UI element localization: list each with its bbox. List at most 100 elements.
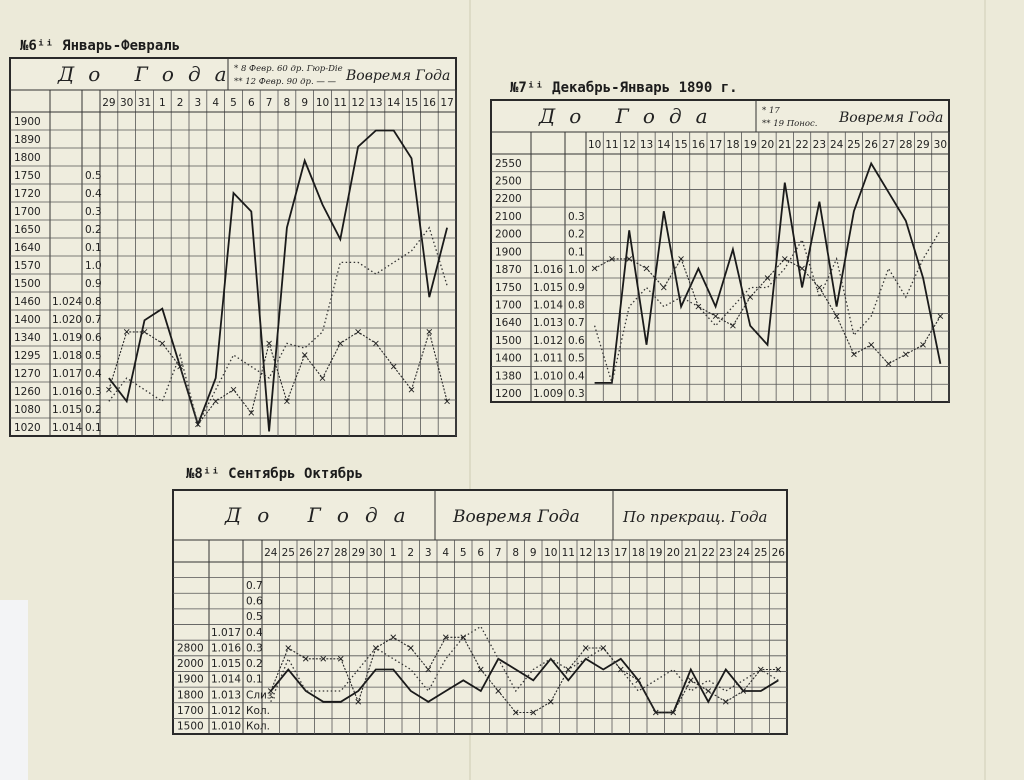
row-label-left: 1640 [495, 317, 522, 329]
cross-point [799, 265, 805, 272]
cross-point [123, 329, 130, 335]
x-tick-label: 10 [588, 139, 601, 151]
row-label-mid: 1.010 [211, 721, 241, 733]
cross-point [337, 655, 344, 662]
x-tick-label: 16 [692, 139, 706, 151]
row-label-left: 1570 [14, 260, 41, 272]
row-label-mid: 1.013 [533, 317, 563, 329]
x-tick-label: 3 [195, 97, 202, 109]
chart-7: №7ⁱⁱ Декабрь-Январь 1890 г. До Года * 17 **… [490, 80, 950, 403]
chart-title: №6ⁱⁱ Январь-Февраль [20, 38, 180, 54]
row-label-mid: 1.012 [211, 705, 241, 717]
cross-point [408, 386, 415, 393]
cross-point [284, 398, 290, 405]
header-left: До Года [538, 104, 722, 128]
row-label-mid: 1.018 [52, 350, 82, 362]
cross-point [337, 340, 344, 347]
row-label-right: 0.1 [246, 674, 263, 686]
row-label-right: 0.4 [246, 627, 263, 639]
cross-point [141, 329, 148, 335]
row-label-mid: 1.017 [52, 368, 82, 380]
row-label-right: 0.6 [85, 332, 102, 344]
cross-point [660, 284, 667, 291]
x-tick-label: 15 [405, 97, 418, 109]
row-label-right: 0.1 [85, 422, 102, 434]
chart-title: №8ⁱⁱ Сентябрь Октябрь [186, 466, 363, 482]
cross-point [775, 666, 782, 673]
x-tick-label: 14 [657, 139, 671, 151]
x-tick-label: 29 [916, 139, 929, 151]
x-tick-label: 9 [301, 97, 308, 109]
x-tick-label: 12 [579, 547, 592, 559]
x-tick-label: 11 [605, 139, 618, 151]
cross-point [302, 655, 309, 662]
chart-8: №8ⁱⁱ Сентябрь Октябрь До Года Вовремя Года… [172, 466, 788, 735]
x-tick-label: 21 [778, 139, 791, 151]
row-label-right: 0.7 [85, 314, 102, 326]
cross-point [670, 709, 677, 716]
x-tick-label: 27 [317, 547, 330, 559]
row-label-right: 0.3 [85, 206, 102, 218]
cross-point [106, 386, 112, 393]
row-label-mid: 1.012 [533, 335, 563, 347]
row-label-right: 0.5 [246, 611, 263, 623]
x-tick-label: 7 [495, 547, 502, 559]
cross-point [617, 666, 624, 673]
row-label-left: 1380 [495, 370, 522, 382]
header-left: До Года [224, 503, 422, 527]
row-label-right: 0.3 [85, 386, 102, 398]
row-label-mid: 1.020 [52, 314, 82, 326]
row-label-left: 1400 [495, 353, 522, 365]
x-tick-label: 13 [640, 139, 653, 151]
row-label-mid: 1.014 [533, 299, 563, 311]
cross-point [643, 265, 650, 272]
cross-point [230, 386, 237, 393]
header-right: Вовремя Года [345, 68, 450, 84]
cross-point [460, 634, 467, 641]
series-line-dotted [593, 229, 941, 386]
row-label-left: 1020 [14, 422, 41, 434]
row-label-left: 1260 [14, 386, 41, 398]
row-label-left: 1500 [14, 278, 41, 290]
chart-title: №7ⁱⁱ Декабрь-Январь 1890 г. [510, 80, 738, 96]
series-line-solid [594, 161, 942, 384]
row-label-right: 0.3 [568, 211, 585, 223]
row-label-right: 0.1 [85, 242, 102, 254]
series-line-cross [594, 257, 941, 365]
x-tick-label: 18 [726, 139, 739, 151]
row-label-left: 1720 [14, 188, 41, 200]
cross-point [816, 284, 823, 291]
x-tick-label: 24 [264, 547, 278, 559]
row-label-left: 1200 [495, 388, 522, 400]
cross-point [355, 329, 361, 335]
x-tick-label: 30 [934, 139, 947, 151]
series-line-solid [108, 129, 448, 432]
row-label-left: 1340 [14, 332, 41, 344]
x-tick-label: 26 [772, 547, 786, 559]
row-label-right: 0.2 [246, 658, 263, 670]
x-tick-label: 19 [744, 139, 757, 151]
row-label-right: 0.5 [85, 350, 102, 362]
cross-point [320, 655, 327, 662]
cross-point [444, 398, 450, 405]
x-tick-label: 5 [230, 97, 237, 109]
cross-point [833, 313, 840, 319]
row-label-left: 1900 [14, 116, 41, 128]
x-tick-label: 22 [795, 139, 808, 151]
cross-point [425, 666, 432, 673]
row-label-right: 0.9 [568, 282, 585, 294]
row-label-right: 0.7 [246, 580, 263, 592]
cross-point [885, 361, 892, 367]
row-label-right: Слиз. [246, 689, 276, 701]
row-label-mid: 1.014 [52, 422, 82, 434]
cross-point [652, 709, 659, 716]
cross-point [390, 634, 397, 641]
x-tick-label: 24 [830, 139, 844, 151]
cross-point [730, 322, 736, 329]
cross-point [530, 709, 537, 716]
series-line-dotted [270, 625, 779, 703]
cross-point [477, 666, 484, 673]
x-tick-label: 17 [709, 139, 722, 151]
cross-point [565, 666, 572, 673]
